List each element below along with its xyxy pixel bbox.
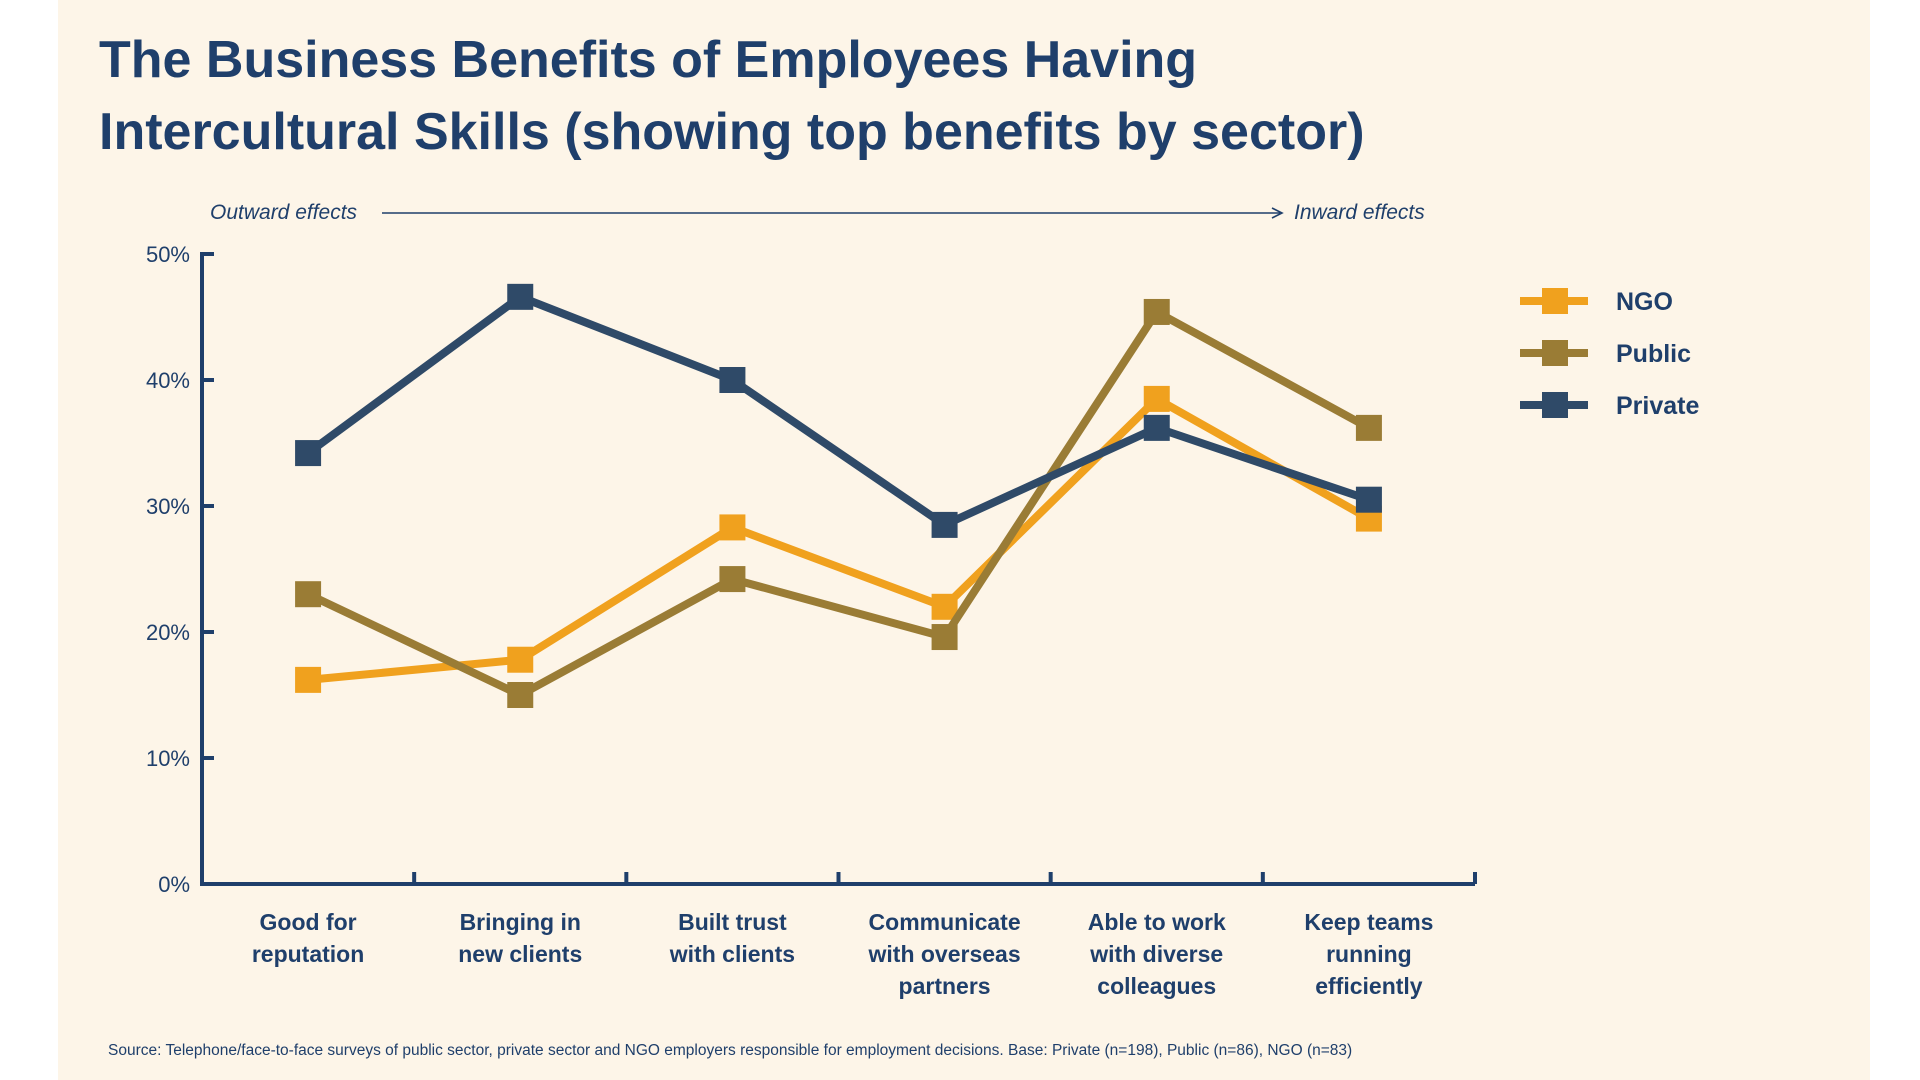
- data-point-private: [719, 367, 746, 393]
- data-point-public: [295, 581, 322, 608]
- x-category-label-line: Communicate: [869, 909, 1021, 935]
- legend-marker-public: [1542, 340, 1568, 366]
- series-line-private: [305, 292, 1371, 529]
- x-category-label: Bringing in new clients: [458, 909, 582, 967]
- x-category-label: Able to work with diverse colleagues: [1088, 909, 1226, 999]
- chart-series: [295, 283, 1382, 708]
- data-point-private: [1355, 486, 1382, 513]
- legend-item-public: Public: [1520, 340, 1691, 368]
- data-point-private: [507, 283, 534, 310]
- data-point-ngo: [1143, 385, 1170, 412]
- data-point-public: [719, 566, 746, 593]
- x-category-label-line: partners: [899, 973, 991, 999]
- legend-marker-private: [1542, 392, 1568, 418]
- x-category-label-line: efficiently: [1315, 973, 1423, 999]
- x-category-label-line: Good for: [260, 909, 357, 935]
- data-point-private: [931, 511, 958, 538]
- x-category-label-line: reputation: [252, 941, 364, 967]
- series-public: [295, 298, 1382, 708]
- y-tick-label: 0%: [158, 872, 190, 897]
- y-tick-label: 50%: [146, 242, 190, 267]
- data-point-ngo: [507, 646, 534, 673]
- data-point-ngo: [719, 514, 746, 541]
- x-category-label-line: new clients: [458, 941, 582, 967]
- legend-label-public: Public: [1616, 340, 1691, 368]
- outward-effects-label: Outward effects: [210, 201, 358, 224]
- series-ngo: [295, 385, 1382, 693]
- data-point-public: [1143, 298, 1170, 325]
- x-category-label: Built trust with clients: [669, 909, 795, 967]
- x-category-label-line: Able to work: [1088, 909, 1226, 935]
- series-line-public: [306, 307, 1371, 699]
- legend-marker-ngo: [1542, 288, 1568, 314]
- y-tick-label: 30%: [146, 494, 190, 519]
- data-point-ngo: [931, 593, 958, 620]
- y-tick-label: 20%: [146, 620, 190, 645]
- x-category-label-line: Bringing in: [460, 909, 581, 935]
- x-category-label: Communicate with overseas partners: [868, 909, 1021, 999]
- chart-title-line-2: Intercultural Skills (showing top benefi…: [99, 103, 1365, 161]
- data-point-public: [1355, 414, 1382, 441]
- chart-title: The Business Benefits of Employees Havin…: [99, 24, 1599, 168]
- source-note: Source: Telephone/face-to-face surveys o…: [108, 1042, 1353, 1059]
- legend-label-ngo: NGO: [1616, 288, 1673, 316]
- x-category-label-line: Built trust: [678, 909, 787, 935]
- x-category-label-line: running: [1326, 941, 1412, 967]
- legend-item-private: Private: [1520, 392, 1699, 420]
- chart-legend: NGO Public Private: [1520, 288, 1699, 420]
- x-category-label: Keep teams running efficiently: [1304, 909, 1433, 999]
- x-category-label-line: Keep teams: [1304, 909, 1433, 935]
- effects-annotation: Outward effects Inward effects: [210, 201, 1425, 224]
- x-axis-category-labels: Good for reputation Bringing in new clients…: [252, 909, 1434, 999]
- inward-effects-label: Inward effects: [1294, 201, 1425, 224]
- legend-label-private: Private: [1616, 392, 1699, 420]
- x-category-label-line: colleagues: [1097, 973, 1216, 999]
- chart-axes: [200, 252, 1477, 886]
- y-tick-label: 10%: [146, 746, 190, 771]
- data-point-private: [1143, 414, 1170, 441]
- legend-item-ngo: NGO: [1520, 288, 1673, 316]
- y-tick-label: 40%: [146, 368, 190, 393]
- y-axis-tick-labels: 0% 10% 20% 30% 40% 50%: [146, 242, 190, 897]
- chart-title-line-1: The Business Benefits of Employees Havin…: [99, 31, 1198, 89]
- data-point-ngo: [295, 666, 322, 693]
- x-category-label-line: with clients: [669, 941, 795, 967]
- series-private: [295, 283, 1382, 538]
- x-category-label-line: with overseas: [868, 941, 1021, 967]
- series-line-ngo: [307, 394, 1371, 684]
- chart-panel: [58, 0, 1870, 1080]
- x-category-label-line: with diverse: [1089, 941, 1223, 967]
- data-point-public: [507, 682, 534, 708]
- data-point-private: [295, 440, 322, 467]
- effects-arrow-head: [1271, 207, 1284, 219]
- data-point-public: [931, 624, 958, 651]
- x-category-label: Good for reputation: [252, 909, 364, 967]
